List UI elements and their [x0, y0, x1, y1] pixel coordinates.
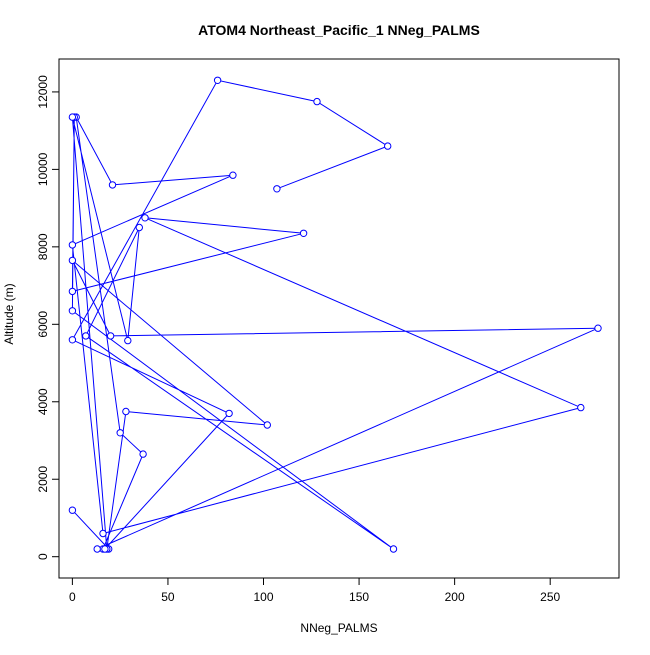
y-tick-label: 12000 [36, 75, 50, 109]
x-tick-label: 200 [445, 590, 465, 604]
chart-title: ATOM4 Northeast_Pacific_1 NNeg_PALMS [198, 22, 480, 38]
y-tick-label: 10000 [36, 152, 50, 186]
data-point [139, 450, 147, 458]
data-point [116, 429, 124, 437]
data-point [389, 545, 398, 553]
y-tick-label: 6000 [36, 311, 50, 338]
x-tick-label: 250 [540, 590, 560, 604]
x-tick-label: 150 [349, 590, 369, 604]
data-point [108, 181, 117, 189]
data-point [68, 256, 77, 265]
data-point [124, 336, 132, 345]
data-point [135, 223, 144, 232]
y-tick-label: 4000 [36, 388, 50, 415]
data-point [99, 529, 107, 538]
data-point [93, 545, 101, 553]
y-tick-label: 8000 [36, 233, 50, 260]
data-point [577, 403, 585, 412]
data-point [384, 142, 392, 150]
y-tick-label: 0 [36, 553, 50, 560]
x-tick-label: 50 [161, 590, 175, 604]
data-point [229, 171, 237, 179]
data-point [82, 332, 90, 340]
x-tick-label: 100 [253, 590, 273, 604]
data-point [68, 113, 77, 121]
data-point [263, 421, 271, 429]
data-point [101, 545, 109, 553]
data-point [213, 76, 222, 85]
data-point [68, 336, 77, 344]
data-point [68, 307, 77, 315]
data-point [141, 214, 149, 222]
data-point [313, 97, 321, 106]
y-axis-label: Altitude (m) [2, 283, 16, 344]
data-point [68, 287, 77, 296]
data-point [106, 332, 115, 340]
x-tick-label: 0 [69, 590, 76, 604]
data-point [299, 229, 308, 238]
x-axis-label: NNeg_PALMS [300, 621, 377, 635]
data-point [594, 324, 602, 332]
data-point [68, 241, 77, 249]
y-tick-label: 2000 [36, 466, 50, 493]
data-point [122, 407, 130, 416]
data-point [68, 506, 77, 514]
data-point [273, 185, 281, 193]
data-point [225, 409, 233, 418]
plot-area: 0 50 100 150 200 250 0 2000 4000 6000 8000 10000 120… [36, 58, 620, 604]
